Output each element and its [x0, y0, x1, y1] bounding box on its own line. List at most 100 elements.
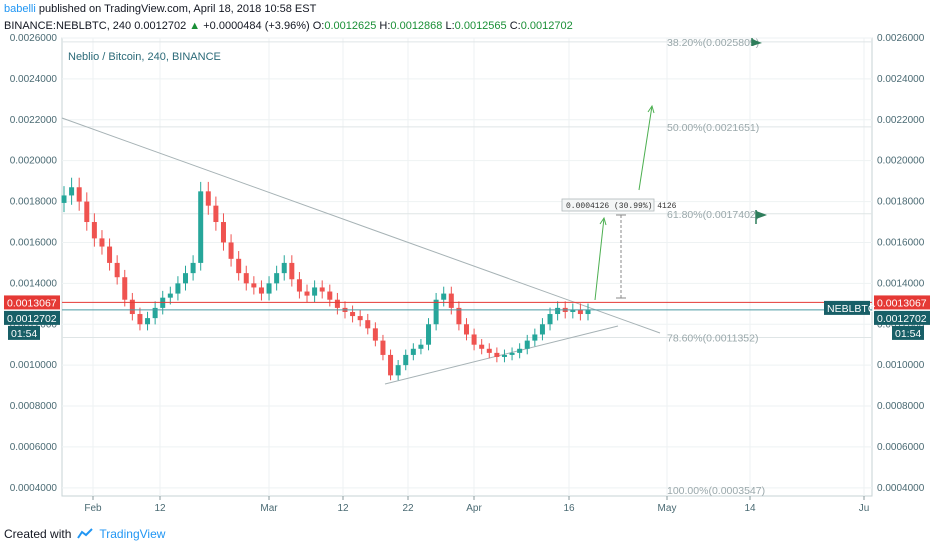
candle-body	[236, 258, 242, 274]
y-tick-label: 0.0020000	[10, 156, 58, 167]
close-label: C:	[509, 20, 521, 32]
candle-body	[251, 283, 257, 288]
x-tick-label: 16	[563, 503, 575, 514]
publish-text: published on TradingView.com, April 18, …	[38, 3, 317, 15]
close-value: 0.0012702	[520, 20, 573, 32]
candle-body	[266, 283, 272, 294]
candle-body	[114, 262, 120, 278]
y-tick-label: 0.0010000	[877, 360, 925, 371]
y-tick-label: 0.0018000	[10, 197, 58, 208]
candle-body	[486, 348, 492, 353]
countdown-right-bg	[892, 325, 924, 340]
x-tick-label: May	[658, 503, 677, 514]
x-tick-label: Feb	[84, 503, 102, 514]
y-tick-label: 0.0026000	[10, 33, 58, 44]
candle-body	[145, 318, 151, 325]
projection-arrow-short-head	[599, 216, 607, 226]
fib-label: 78.60%(0.0011352)	[667, 332, 758, 344]
candle-body	[281, 262, 287, 274]
symbol-badge: NEBLBTC	[827, 303, 876, 315]
candle-body	[122, 277, 128, 300]
fib-label: 61.80%(0.0017402)	[667, 209, 759, 221]
y-axis-right[interactable]: 0.0026000 0.0024000 0.0022000 0.0020000 0.00…	[877, 33, 925, 494]
candle-body	[69, 187, 75, 196]
candle-body	[532, 334, 538, 341]
y-tick-label: 0.0022000	[10, 115, 58, 126]
candle-body	[137, 314, 143, 325]
candle-body	[395, 365, 401, 376]
open-value: 0.0012625	[324, 20, 377, 32]
candle-body	[441, 293, 447, 300]
price-labels: 0.0013067 0.0013067 0.0012702 0.0012702 01:5…	[4, 295, 930, 340]
candle-body	[304, 291, 310, 296]
trendlines	[61, 104, 661, 385]
candle-body	[463, 324, 469, 335]
low-label: L:	[445, 20, 455, 32]
x-tick-label: 22	[402, 503, 414, 514]
y-axis-left[interactable]: 0.0026000 0.0024000 0.0022000 0.0020000 0.00…	[10, 33, 58, 494]
alert-price-right: 0.0013067	[877, 297, 927, 309]
projection-arrow-short	[594, 217, 605, 301]
descending-trendline	[61, 117, 661, 334]
low-value: 0.0012565	[454, 20, 507, 32]
candle-body	[205, 191, 211, 206]
author-link[interactable]: babelli	[4, 3, 36, 15]
candle-body	[539, 324, 545, 335]
x-tick-label: 12	[154, 503, 166, 514]
candle-body	[494, 352, 500, 357]
symbol-badge-bg	[824, 300, 870, 315]
candle-body	[350, 311, 356, 317]
candle-body	[84, 201, 90, 223]
candle-body	[258, 287, 264, 294]
chart-title: Neblio / Bitcoin, 240, BINANCE	[68, 51, 221, 63]
flag-icon-top	[751, 38, 762, 46]
ascending-trendline	[384, 325, 619, 385]
candle-body	[228, 242, 234, 259]
candle-body	[243, 273, 249, 284]
x-axis[interactable]: Feb 12 Mar 12 22 Apr 16 May 14 Ju	[84, 496, 869, 514]
candle-body	[501, 354, 507, 357]
alert-price-right-bg	[874, 295, 930, 310]
candle-body	[289, 262, 295, 280]
last-price: 0.0012702	[134, 20, 187, 32]
y-tick-label: 0.0010000	[10, 360, 58, 371]
candle-body	[418, 344, 424, 349]
x-tick-label: Mar	[260, 503, 278, 514]
candle-body	[91, 222, 97, 239]
candle-body	[410, 348, 416, 355]
flag-icon	[755, 210, 767, 224]
candle-body	[555, 307, 561, 315]
y-tick-label: 0.0022000	[877, 115, 925, 126]
last-price-left-bg	[4, 310, 60, 325]
y-tick-label: 0.0008000	[10, 401, 58, 412]
y-tick-label: 0.0006000	[877, 442, 925, 453]
tradingview-brand-link[interactable]: TradingView	[99, 527, 166, 541]
alert-price-left: 0.0013067	[7, 297, 57, 309]
candle-body	[220, 222, 226, 243]
candle-body	[175, 283, 181, 294]
candle-body	[471, 334, 477, 345]
alert-price-left-bg	[4, 295, 60, 310]
candle-body	[365, 320, 371, 329]
y-tick-label: 0.0016000	[877, 237, 925, 248]
candle-body	[426, 324, 432, 345]
candle-body	[319, 287, 325, 292]
y-tick-label: 0.0016000	[10, 237, 58, 248]
candle-body	[388, 354, 394, 376]
candle-body	[213, 205, 219, 223]
candle-body	[327, 291, 333, 300]
candle-body	[334, 299, 340, 308]
fib-label: 100.00%(0.0003547)	[667, 485, 765, 497]
grid	[62, 37, 872, 496]
x-tick-label: 14	[744, 503, 756, 514]
candle-body	[403, 354, 409, 366]
y-tick-label: 0.0004000	[10, 483, 58, 494]
x-tick-label: Ju	[859, 503, 870, 514]
last-price-right: 0.0012702	[877, 313, 927, 325]
y-tick-label: 0.0026000	[877, 33, 925, 44]
candle-body	[577, 309, 583, 315]
candle-body	[167, 293, 173, 298]
y-tick-label: 0.0004000	[877, 483, 925, 494]
tradingview-logo-icon	[77, 528, 94, 539]
